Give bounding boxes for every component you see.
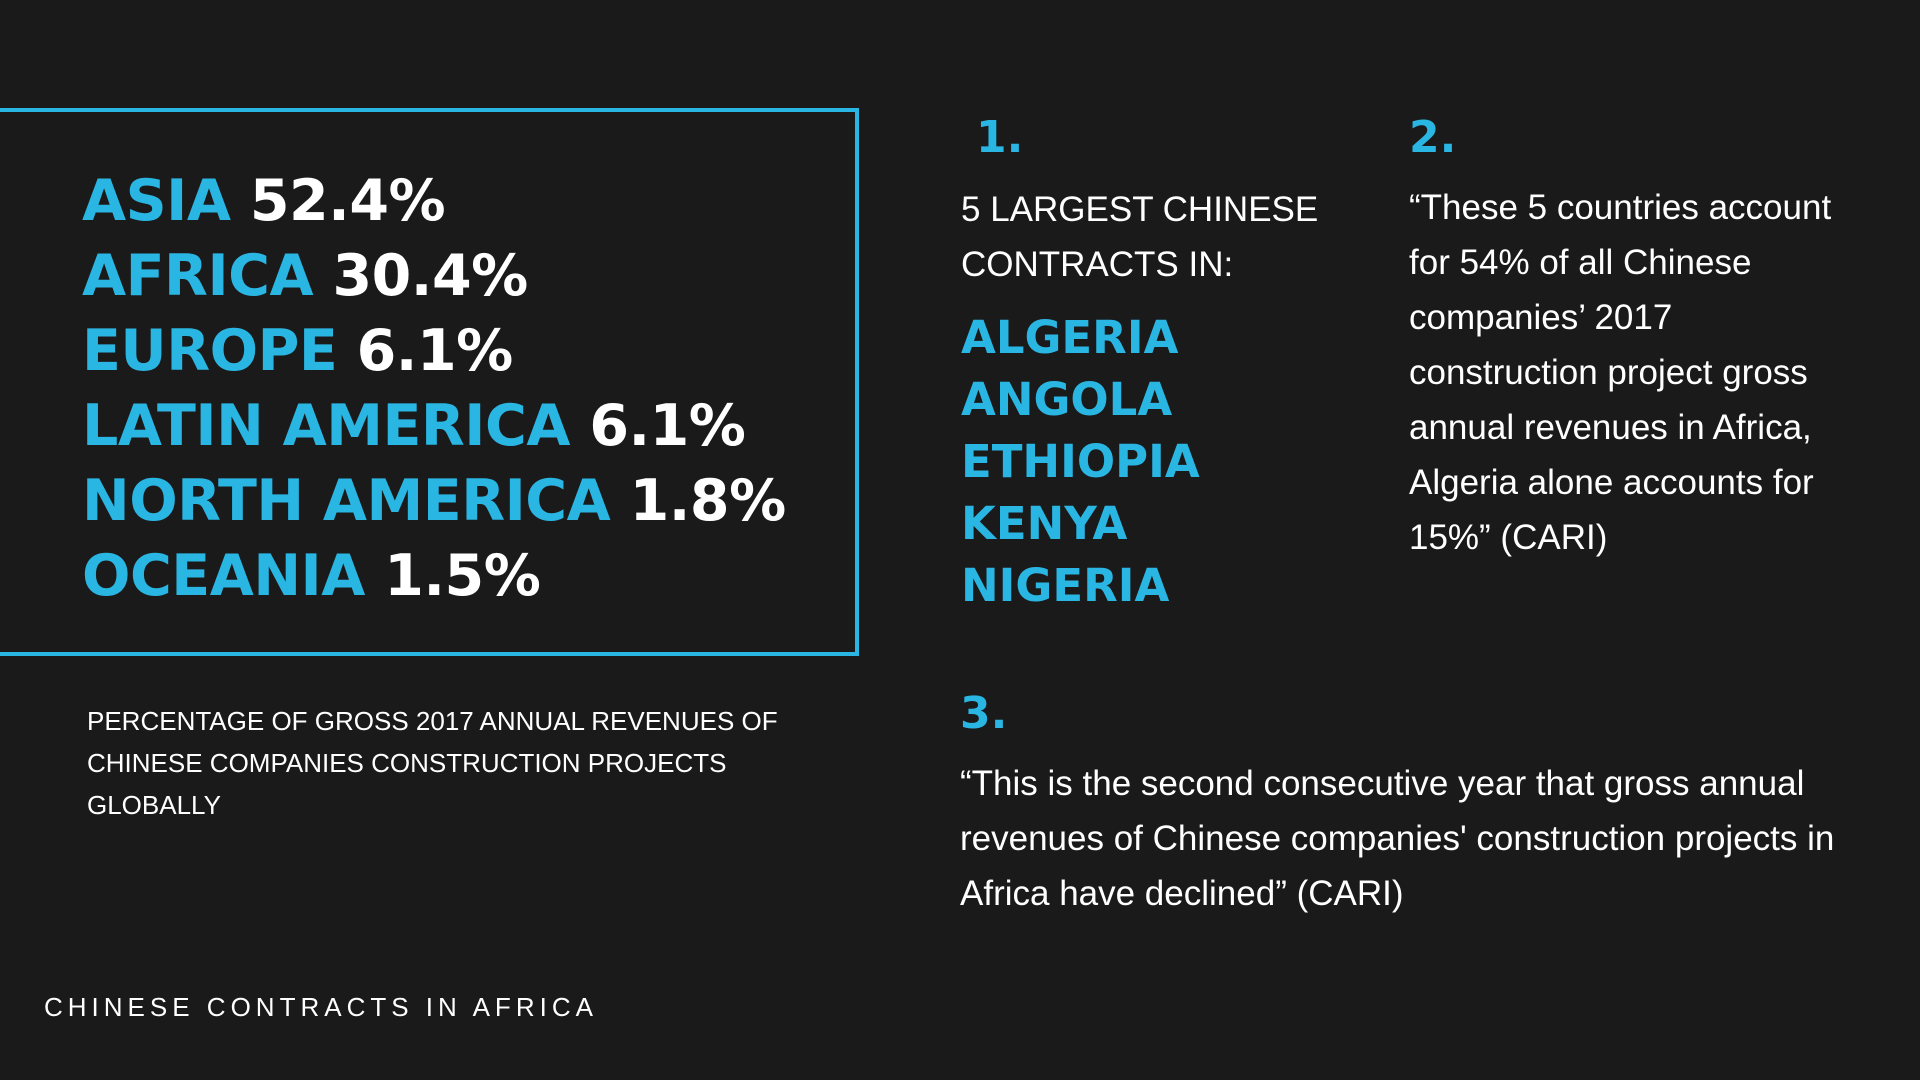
region-percent: 6.1%	[589, 393, 746, 459]
country-item: KENYA	[961, 497, 1128, 550]
section-3-number: 3.	[960, 688, 1008, 739]
page-footer-title: CHINESE CONTRACTS IN AFRICA	[44, 992, 598, 1022]
region-row-asia: ASIA 52.4%	[82, 164, 786, 239]
region-percentages-box: ASIA 52.4% AFRICA 30.4% EUROPE 6.1% LATI…	[0, 108, 859, 656]
region-percent: 6.1%	[356, 318, 514, 384]
region-name: NORTH AMERICA	[82, 468, 611, 534]
country-item: ETHIOPIA	[961, 435, 1200, 488]
region-row-europe: EUROPE 6.1%	[82, 314, 786, 389]
section-2-quote: “These 5 countries account for 54% of al…	[1409, 188, 1832, 557]
region-percent: 52.4%	[249, 168, 446, 234]
region-list: ASIA 52.4% AFRICA 30.4% EUROPE 6.1% LATI…	[82, 164, 786, 614]
section-1-number: 1.	[976, 112, 1024, 163]
country-item: NIGERIA	[961, 559, 1170, 612]
region-name: ASIA	[82, 168, 231, 234]
region-percent: 30.4%	[332, 243, 528, 309]
region-row-north-america: NORTH AMERICA 1.8%	[82, 464, 786, 539]
region-name: EUROPE	[82, 318, 338, 384]
region-row-africa: AFRICA 30.4%	[82, 239, 786, 314]
section-1-heading: 5 LARGEST CHINESE CONTRACTS IN:	[961, 190, 1319, 284]
region-row-oceania: OCEANIA 1.5%	[82, 539, 786, 614]
country-item: ALGERIA	[961, 311, 1179, 364]
region-percent: 1.8%	[629, 468, 787, 534]
chart-caption: PERCENTAGE OF GROSS 2017 ANNUAL REVENUES…	[87, 706, 778, 820]
country-list: ALGERIA ANGOLA ETHIOPIA KENYA NIGERIA	[961, 307, 1200, 617]
country-item: ANGOLA	[961, 373, 1173, 426]
region-name: LATIN AMERICA	[82, 393, 570, 459]
region-percent: 1.5%	[384, 543, 541, 609]
section-3-quote: “This is the second consecutive year tha…	[960, 764, 1835, 913]
region-name: OCEANIA	[82, 543, 365, 609]
region-name: AFRICA	[82, 243, 314, 309]
region-row-latin-america: LATIN AMERICA 6.1%	[82, 389, 786, 464]
section-2-number: 2.	[1409, 112, 1457, 163]
